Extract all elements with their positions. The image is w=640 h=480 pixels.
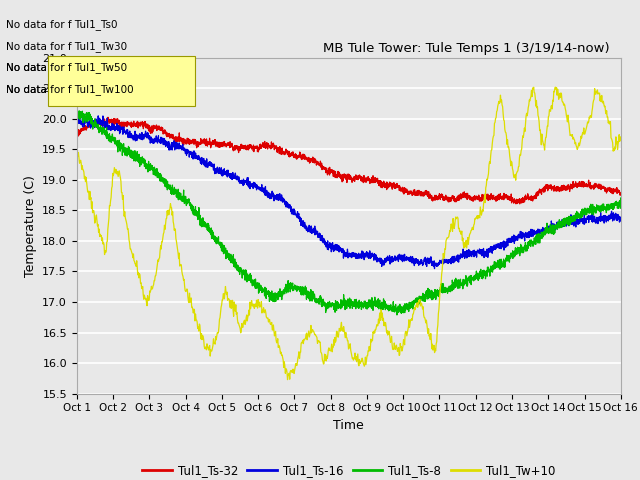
X-axis label: Time: Time [333, 419, 364, 432]
Text: No data for f Tul1_Tw100: No data for f Tul1_Tw100 [6, 84, 134, 95]
Text: No data for f Tul1_Tw30: No data for f Tul1_Tw30 [6, 41, 127, 52]
Text: No data for f Tul1_Tw50: No data for f Tul1_Tw50 [6, 62, 127, 73]
Text: No data for f Tul1_Tw100: No data for f Tul1_Tw100 [6, 84, 134, 95]
Y-axis label: Temperature (C): Temperature (C) [24, 175, 36, 276]
Text: No data for f Tul1_Tw50: No data for f Tul1_Tw50 [6, 62, 127, 73]
Text: No data for f Tul1_Ts0: No data for f Tul1_Ts0 [6, 19, 118, 30]
Text: MB Tule Tower: Tule Temps 1 (3/19/14-now): MB Tule Tower: Tule Temps 1 (3/19/14-now… [323, 42, 610, 55]
Legend: Tul1_Ts-32, Tul1_Ts-16, Tul1_Ts-8, Tul1_Tw+10: Tul1_Ts-32, Tul1_Ts-16, Tul1_Ts-8, Tul1_… [138, 459, 560, 480]
